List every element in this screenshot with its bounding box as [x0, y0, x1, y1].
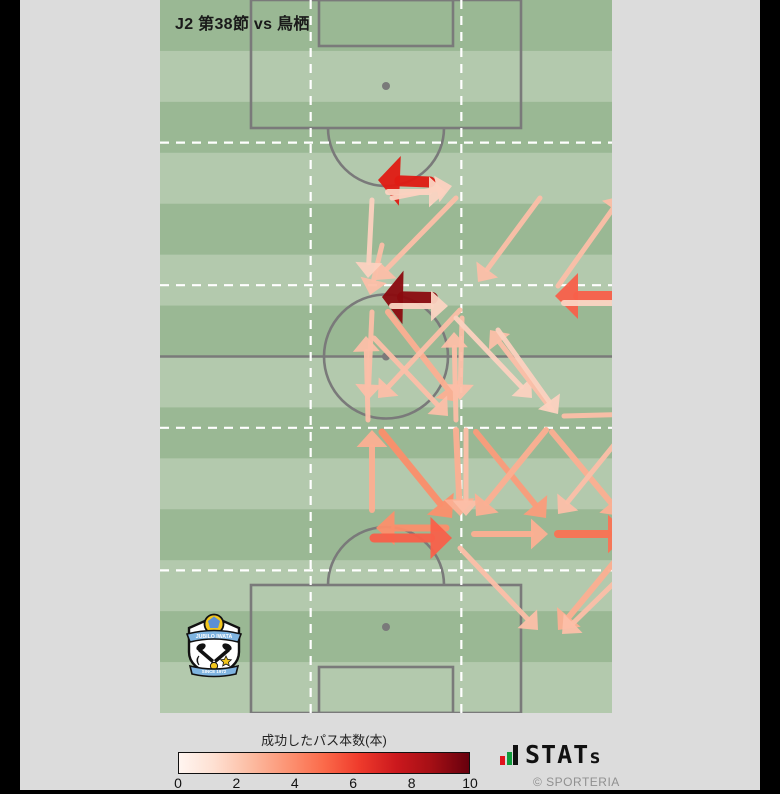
colorbar-ticks: 0 2 4 6 8 10	[174, 774, 478, 794]
colorbar-gradient	[178, 752, 470, 774]
stats-logo-text: STATs	[525, 740, 602, 769]
badge-since: SINCE 1972	[202, 669, 227, 674]
pass-arrow	[561, 412, 612, 419]
colorbar-tick: 8	[407, 775, 416, 791]
pass-arrow	[440, 332, 468, 423]
logo-main: STAT	[525, 740, 590, 769]
pass-arrow	[476, 195, 543, 282]
pass-arrow	[378, 428, 454, 518]
pass-arrow	[452, 427, 480, 516]
pass-arrow	[356, 430, 388, 513]
pass-arrow	[555, 198, 612, 289]
pass-arrow	[376, 195, 459, 280]
turf-stripe	[160, 50, 612, 103]
pass-arrow	[378, 307, 463, 398]
pass-arrow	[555, 273, 612, 319]
legend-title: 成功したパス本数(本)	[261, 733, 387, 748]
pass-arrow	[554, 514, 612, 554]
pitch-container	[160, 0, 612, 713]
page-title: J2 第38節 vs 鳥栖	[175, 16, 310, 33]
pass-arrow	[457, 545, 538, 630]
pass-arrow-layer	[352, 155, 612, 634]
pass-arrow	[488, 330, 555, 413]
pass-arrow	[473, 429, 548, 518]
colorbar-tick: 6	[349, 775, 358, 791]
colorbar-tick: 10	[462, 775, 478, 791]
logo-suffix: s	[589, 746, 602, 768]
pass-arrow	[495, 327, 560, 414]
turf-stripe	[160, 0, 612, 52]
pass-arrow	[453, 315, 532, 398]
legend-colorbar: 成功したパス本数(本) 0 2 4 6 8 10	[174, 730, 478, 794]
pass-arrow	[371, 335, 448, 416]
colorbar-tick: 2	[232, 775, 241, 791]
copyright-text: © SPORTERIA	[533, 775, 620, 789]
club-badge-jubilo-iwata: JUBILO IWATA SINCE 1972	[183, 612, 245, 678]
pass-arrow	[549, 429, 612, 515]
left-black-bar	[0, 0, 20, 790]
pitch-markings-and-passes	[160, 0, 612, 713]
pass-arrow	[562, 581, 612, 634]
pass-arrow	[474, 427, 549, 516]
pass-arrow	[471, 518, 548, 550]
turf-stripe	[160, 203, 612, 256]
pass-arrow	[352, 336, 380, 423]
pass-arrow	[561, 300, 612, 306]
right-black-bar	[760, 0, 780, 790]
pass-arrow	[369, 516, 452, 560]
pass-arrow	[389, 175, 452, 203]
pass-arrow	[557, 443, 612, 514]
pass-arrow	[382, 270, 438, 325]
stats-logo: STATs	[500, 740, 602, 769]
logo-bars-icon	[500, 744, 518, 765]
colorbar-tick: 0	[174, 775, 182, 791]
badge-club-name: JUBILO IWATA	[196, 634, 233, 640]
colorbar-tick: 4	[290, 775, 299, 791]
pass-arrow	[355, 197, 383, 278]
pass-arrow	[389, 290, 448, 322]
turf-stripe	[160, 458, 612, 510]
